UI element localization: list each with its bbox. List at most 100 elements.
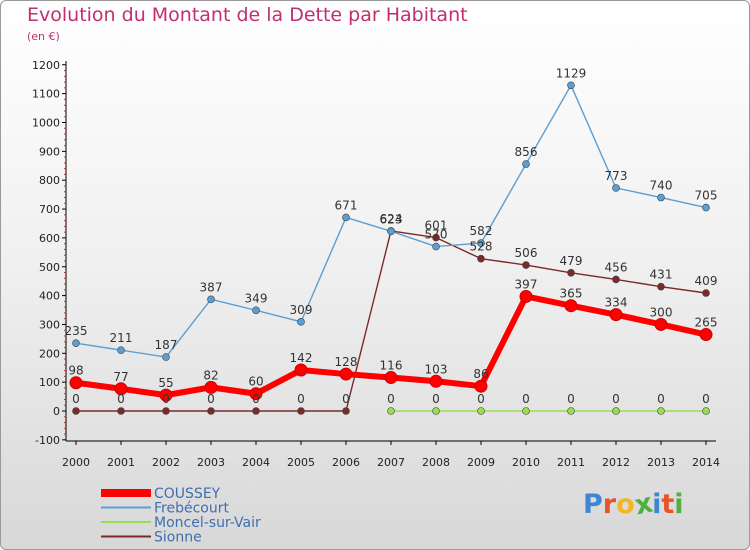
x-tick-label: 2013 xyxy=(647,456,675,469)
y-tick-label: -100 xyxy=(35,434,60,447)
x-tick-label: 2011 xyxy=(557,456,585,469)
data-label: 456 xyxy=(605,260,628,274)
x-tick-label: 2003 xyxy=(197,456,225,469)
data-point xyxy=(387,227,395,236)
data-point xyxy=(702,407,710,415)
data-label: 187 xyxy=(155,338,178,352)
x-tick-label: 2009 xyxy=(467,456,495,469)
data-point xyxy=(72,339,80,348)
data-label: 98 xyxy=(68,364,83,378)
data-label: 705 xyxy=(695,189,718,203)
data-point xyxy=(339,367,353,381)
data-point xyxy=(477,239,485,247)
x-tick-label: 2002 xyxy=(152,456,180,469)
data-point xyxy=(117,346,125,354)
data-label: 0 xyxy=(612,392,620,406)
data-point xyxy=(294,363,308,377)
proxiti-logo: Proxiti xyxy=(583,488,684,522)
data-label: 0 xyxy=(702,392,710,406)
data-point xyxy=(432,407,440,415)
data-label: 77 xyxy=(113,370,128,384)
data-label: 103 xyxy=(425,362,448,376)
chart-title: Evolution du Montant de la Dette par Hab… xyxy=(27,4,468,26)
logo-letter: i xyxy=(674,489,684,520)
data-label: 623 xyxy=(380,212,403,226)
data-point xyxy=(612,275,620,284)
data-label: 86 xyxy=(473,367,488,381)
data-label: 671 xyxy=(335,198,358,212)
y-tick-label: 1100 xyxy=(32,88,60,101)
data-point xyxy=(207,407,215,415)
data-point xyxy=(474,379,488,393)
data-point xyxy=(387,407,395,415)
legend-label: COUSSEY xyxy=(154,486,221,502)
x-tick-label: 2014 xyxy=(692,456,720,469)
data-label: 116 xyxy=(380,359,403,373)
logo-letter: P xyxy=(583,489,603,520)
data-label: 0 xyxy=(72,392,80,406)
logo-letter: i xyxy=(652,489,662,520)
x-tick-label: 2012 xyxy=(602,456,630,469)
data-point xyxy=(567,269,575,277)
legend-label: Moncel-sur-Vair xyxy=(154,515,261,531)
data-point xyxy=(297,407,305,415)
y-tick-label: 1000 xyxy=(32,117,60,130)
data-label: 60 xyxy=(248,375,263,389)
data-point xyxy=(522,261,530,269)
data-point xyxy=(567,81,575,90)
data-label: 479 xyxy=(560,254,583,268)
data-point xyxy=(342,213,350,222)
data-point xyxy=(522,160,530,168)
x-tick-label: 2004 xyxy=(242,456,270,469)
data-point xyxy=(114,382,128,396)
data-label: 0 xyxy=(522,392,530,406)
data-point xyxy=(612,184,620,192)
data-label: 0 xyxy=(432,392,440,406)
data-label: 55 xyxy=(158,376,173,390)
data-point xyxy=(117,407,125,415)
data-point xyxy=(69,376,83,390)
data-label: 1129 xyxy=(556,66,587,80)
data-point xyxy=(342,407,350,415)
data-point xyxy=(702,203,710,212)
data-point xyxy=(252,407,260,415)
data-label: 0 xyxy=(162,392,170,406)
data-label: 235 xyxy=(65,324,88,338)
data-label: 0 xyxy=(252,392,260,406)
data-point xyxy=(297,318,305,326)
data-point xyxy=(657,282,665,291)
data-point xyxy=(432,242,440,251)
data-label: 856 xyxy=(515,145,538,159)
data-label: 582 xyxy=(470,224,493,238)
data-label: 211 xyxy=(110,331,133,345)
data-point xyxy=(519,289,533,303)
data-label: 0 xyxy=(297,392,305,406)
data-label: 570 xyxy=(425,228,448,242)
x-tick-label: 2010 xyxy=(512,456,540,469)
data-label: 0 xyxy=(567,392,575,406)
y-tick-label: 700 xyxy=(39,203,60,216)
data-label: 0 xyxy=(207,392,215,406)
data-point xyxy=(657,193,665,202)
data-point xyxy=(432,233,440,242)
data-label: 309 xyxy=(290,303,313,317)
data-point xyxy=(657,407,665,415)
data-label: 0 xyxy=(387,392,395,406)
y-tick-label: 100 xyxy=(39,376,60,389)
data-label: 0 xyxy=(477,392,485,406)
logo-letter: o xyxy=(616,489,635,520)
data-point xyxy=(702,289,710,297)
data-label: 409 xyxy=(695,274,718,288)
y-tick-label: 400 xyxy=(39,290,60,303)
y-tick-label: 200 xyxy=(39,347,60,360)
data-label: 300 xyxy=(650,305,673,319)
data-label: 334 xyxy=(605,296,628,310)
logo-letter: t xyxy=(661,489,675,520)
legend-label: Frebécourt xyxy=(154,501,229,517)
y-tick-label: 1200 xyxy=(32,59,60,72)
legend-label: Sionne xyxy=(154,530,202,546)
x-tick-label: 2000 xyxy=(62,456,90,469)
y-tick-label: 300 xyxy=(39,318,60,331)
